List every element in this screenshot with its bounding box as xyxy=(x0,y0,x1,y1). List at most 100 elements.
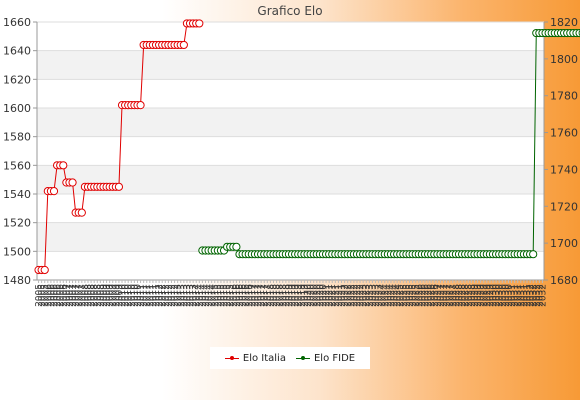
x-tick-label: 2009 xyxy=(109,284,119,307)
x-tick-label: 2020 xyxy=(304,284,314,307)
x-tick-label: 2020 xyxy=(307,284,317,307)
legend: Elo Italia Elo FIDE xyxy=(210,347,370,369)
series-point-0 xyxy=(40,265,49,275)
x-tick-label: 2021 xyxy=(331,284,341,307)
x-tick-label: 2027 xyxy=(433,284,443,307)
x-tick-label: 2021 xyxy=(338,284,348,307)
x-tick-label: 2024 xyxy=(378,284,388,307)
x-tick-label: 2030 xyxy=(501,284,511,307)
y-left-tick-label: 1520 xyxy=(3,217,31,230)
series-point-0 xyxy=(49,187,59,196)
x-tick-label: 2026 xyxy=(430,284,440,307)
legend-label-elo-italia: Elo Italia xyxy=(242,352,286,364)
x-tick-label: 2019 xyxy=(297,284,307,307)
x-tick-label: 2014 xyxy=(192,284,202,307)
x-tick-label: 2007 xyxy=(69,284,79,307)
x-tick-label: 2016 xyxy=(229,284,239,307)
x-tick-label: 2032 xyxy=(538,284,548,307)
grid-band xyxy=(37,79,544,108)
x-tick-label: 2015 xyxy=(214,284,224,307)
x-tick-label: 2032 xyxy=(526,284,536,307)
x-tick-label: 2029 xyxy=(483,284,493,307)
x-tick-label: 2018 xyxy=(282,284,292,307)
series-point-0 xyxy=(77,208,86,217)
x-tick-label: 2009 xyxy=(115,284,125,307)
y-right-tick-label: 1680 xyxy=(550,274,578,287)
x-tick-label: 2031 xyxy=(520,284,530,307)
x-tick-label: 2006 xyxy=(59,284,69,307)
x-tick-label: 2020 xyxy=(319,284,329,307)
x-tick-label: 2027 xyxy=(443,284,453,307)
x-tick-label: 2017 xyxy=(263,284,273,307)
x-tick-label: 2013 xyxy=(183,284,193,307)
x-tick-label: 2019 xyxy=(300,284,310,307)
y-right-tick-label: 1800 xyxy=(550,53,578,66)
grid-band xyxy=(37,22,544,51)
x-tick-label: 2032 xyxy=(535,284,545,307)
x-tick-label: 2014 xyxy=(208,284,218,307)
x-tick-label: 2029 xyxy=(486,284,496,307)
x-tick-label: 2032 xyxy=(532,284,542,307)
y-left-tick-label: 1580 xyxy=(3,131,31,144)
y-right-tick-label: 1820 xyxy=(550,16,578,29)
x-tick-label: 2029 xyxy=(480,284,490,307)
x-tick-label: 2022 xyxy=(347,284,357,307)
x-tick-label: 2014 xyxy=(205,284,215,307)
x-tick-label: 2008 xyxy=(84,284,94,307)
x-tick-label: 2008 xyxy=(93,284,103,307)
x-tick-label: 2018 xyxy=(276,284,286,307)
x-tick-label: 2023 xyxy=(362,284,372,307)
y-left-tick-label: 1480 xyxy=(3,274,31,287)
x-tick-label: 2006 xyxy=(44,284,54,307)
x-tick-label: 2030 xyxy=(489,284,499,307)
x-tick-label: 2012 xyxy=(155,284,165,307)
x-tick-label: 2024 xyxy=(381,284,391,307)
x-tick-label: 2017 xyxy=(260,284,270,307)
grid-band xyxy=(37,50,544,80)
x-tick-label: 2008 xyxy=(96,284,106,307)
x-tick-label: 2030 xyxy=(504,284,514,307)
x-tick-label: 2018 xyxy=(273,284,283,307)
x-tick-label: 2026 xyxy=(421,284,431,307)
grid-band xyxy=(37,222,544,252)
x-tick-label: 2016 xyxy=(239,284,249,307)
x-tick-label: 2014 xyxy=(201,284,211,307)
x-tick-label: 2017 xyxy=(254,284,264,307)
series-point-0 xyxy=(68,178,77,187)
x-tick-label: 2019 xyxy=(288,284,298,307)
x-tick-label: 2014 xyxy=(198,284,208,307)
x-tick-label: 2030 xyxy=(498,284,508,307)
x-tick-label: 2017 xyxy=(251,284,261,307)
x-tick-label: 2022 xyxy=(353,284,363,307)
legend-label-elo-fide: Elo FIDE xyxy=(313,352,356,364)
x-tick-label: 2031 xyxy=(523,284,533,307)
x-tick-label: 2008 xyxy=(81,284,91,307)
x-tick-label: 2019 xyxy=(291,284,301,307)
x-tick-label: 2028 xyxy=(461,284,471,307)
x-tick-label: 2031 xyxy=(511,284,521,307)
x-tick-label: 2024 xyxy=(384,284,394,307)
x-tick-label: 2013 xyxy=(177,284,187,307)
x-tick-label: 2021 xyxy=(322,284,332,307)
x-tick-label: 2029 xyxy=(470,284,480,307)
y-right-tick-label: 1760 xyxy=(550,127,578,140)
x-tick-label: 2021 xyxy=(325,284,335,307)
x-tick-label: 2029 xyxy=(474,284,484,307)
x-tick-label: 2028 xyxy=(464,284,474,307)
x-tick-label: 2022 xyxy=(356,284,366,307)
x-tick-label: 2013 xyxy=(186,284,196,307)
x-tick-label: 2017 xyxy=(257,284,267,307)
x-tick-label: 2005 xyxy=(41,284,51,307)
series-point-1 xyxy=(232,242,241,251)
series-point-0 xyxy=(195,19,204,28)
x-tick-label: 2020 xyxy=(313,284,323,307)
x-tick-label: 2010 xyxy=(133,284,143,307)
x-tick-label: 2028 xyxy=(458,284,468,307)
x-tick-label: 2009 xyxy=(106,284,116,307)
x-tick-label: 2008 xyxy=(90,284,100,307)
x-tick-label: 2023 xyxy=(368,284,378,307)
x-tick-label: 2010 xyxy=(121,284,131,307)
x-tick-label: 2020 xyxy=(310,284,320,307)
